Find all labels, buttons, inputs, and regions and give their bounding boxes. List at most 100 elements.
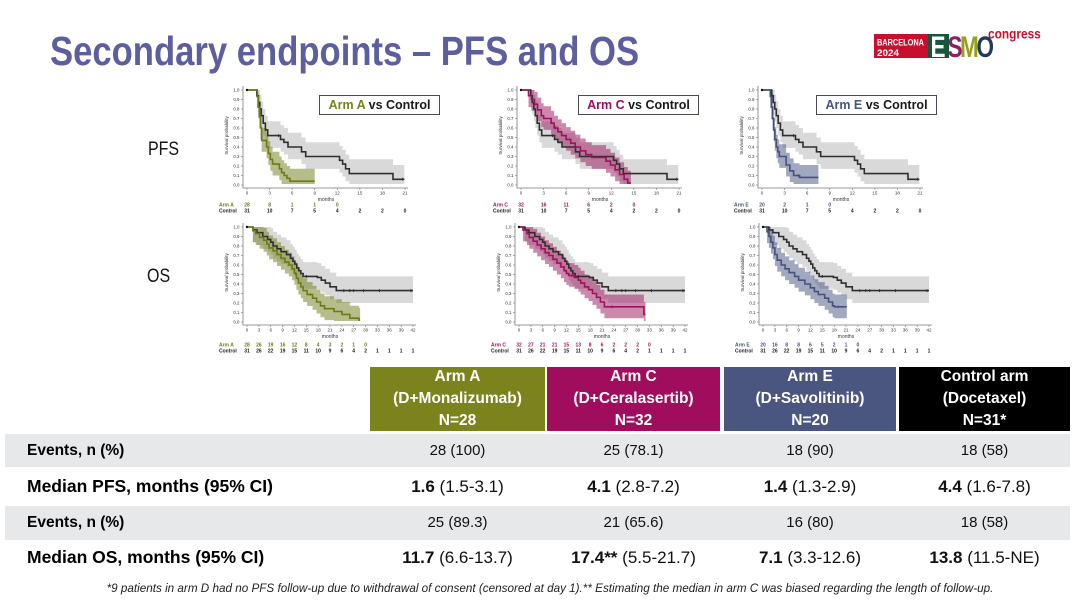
svg-text:1: 1 [928,348,931,354]
svg-text:27: 27 [623,328,629,333]
svg-text:33: 33 [891,328,897,333]
svg-text:0.2: 0.2 [233,301,240,306]
svg-text:24: 24 [339,328,345,333]
svg-text:10: 10 [587,348,593,354]
svg-text:1: 1 [648,348,651,354]
svg-text:12: 12 [609,191,615,196]
svg-text:Survival probability: Survival probability [224,116,229,155]
svg-text:Control: Control [735,348,753,354]
svg-text:4: 4 [868,348,871,354]
svg-text:1: 1 [412,348,415,354]
svg-text:2: 2 [364,348,367,354]
svg-text:1: 1 [684,348,687,354]
svg-text:15: 15 [820,328,826,333]
svg-text:3: 3 [329,342,332,348]
svg-text:30: 30 [363,328,369,333]
svg-text:0.6: 0.6 [748,126,755,131]
svg-text:0.4: 0.4 [749,282,756,287]
svg-text:2: 2 [610,203,613,209]
svg-text:6: 6 [857,348,860,354]
svg-text:0.5: 0.5 [749,272,756,277]
svg-text:19: 19 [268,342,274,348]
svg-text:9: 9 [553,328,556,333]
svg-text:0.6: 0.6 [505,263,512,268]
svg-text:Arm E: Arm E [735,342,750,348]
svg-text:21: 21 [599,328,605,333]
svg-text:31: 31 [516,348,522,354]
svg-text:12: 12 [292,342,298,348]
svg-text:33: 33 [647,328,653,333]
svg-text:0.0: 0.0 [233,183,240,188]
svg-text:8: 8 [797,342,800,348]
svg-text:5: 5 [313,208,316,214]
svg-text:31: 31 [759,208,765,214]
svg-text:0.8: 0.8 [233,244,240,249]
svg-text:26: 26 [256,342,262,348]
svg-text:0: 0 [633,203,636,209]
svg-text:0: 0 [828,203,831,209]
svg-text:Survival probability: Survival probability [224,253,229,292]
svg-text:6: 6 [601,342,604,348]
svg-text:0.1: 0.1 [749,310,756,315]
svg-text:months: months [833,197,850,203]
svg-text:36: 36 [387,328,393,333]
svg-text:33: 33 [375,328,381,333]
svg-text:1: 1 [916,348,919,354]
svg-text:0.3: 0.3 [507,154,514,159]
svg-text:0.8: 0.8 [233,107,240,112]
svg-text:0.7: 0.7 [233,116,240,121]
svg-text:6: 6 [541,328,544,333]
svg-text:0.7: 0.7 [505,253,512,258]
svg-text:10: 10 [782,208,788,214]
svg-text:28: 28 [244,342,250,348]
svg-text:0.1: 0.1 [748,173,755,178]
svg-text:0.3: 0.3 [748,154,755,159]
svg-text:0.8: 0.8 [748,107,755,112]
svg-text:3: 3 [258,328,261,333]
svg-text:0.0: 0.0 [505,320,512,325]
svg-text:0.6: 0.6 [233,126,240,131]
svg-text:0: 0 [520,191,523,196]
svg-text:15: 15 [576,328,582,333]
svg-text:1.0: 1.0 [505,225,512,230]
svg-text:20: 20 [759,203,765,209]
svg-text:9: 9 [587,191,590,196]
svg-text:21: 21 [327,328,333,333]
svg-text:21: 21 [540,342,546,348]
svg-text:0.3: 0.3 [749,291,756,296]
svg-text:0.3: 0.3 [233,291,240,296]
svg-text:6: 6 [806,191,809,196]
svg-text:0.7: 0.7 [748,116,755,121]
svg-text:0.4: 0.4 [233,282,240,287]
svg-text:15: 15 [564,348,570,354]
svg-text:1.0: 1.0 [233,88,240,93]
svg-text:4: 4 [336,208,339,214]
svg-text:0.1: 0.1 [507,173,514,178]
svg-text:12: 12 [564,328,570,333]
svg-text:0.5: 0.5 [505,272,512,277]
svg-text:15: 15 [564,342,570,348]
svg-text:6: 6 [341,348,344,354]
svg-text:Arm A: Arm A [219,203,234,209]
svg-text:2: 2 [633,208,636,214]
svg-text:Control: Control [493,208,511,214]
svg-text:0.2: 0.2 [748,164,755,169]
svg-text:24: 24 [855,328,861,333]
svg-text:10: 10 [831,348,837,354]
svg-text:42: 42 [410,328,416,333]
svg-text:32: 32 [516,342,522,348]
svg-text:9: 9 [601,348,604,354]
svg-text:2: 2 [896,208,899,214]
svg-text:0.9: 0.9 [233,97,240,102]
svg-text:19: 19 [552,348,558,354]
svg-text:9: 9 [281,328,284,333]
svg-text:12: 12 [292,328,298,333]
svg-text:Control: Control [219,208,237,214]
svg-text:0.0: 0.0 [507,183,514,188]
svg-text:0.1: 0.1 [505,310,512,315]
svg-text:months: months [838,334,855,340]
svg-text:2: 2 [341,342,344,348]
svg-text:1: 1 [313,203,316,209]
svg-text:18: 18 [832,328,838,333]
svg-text:8: 8 [589,342,592,348]
